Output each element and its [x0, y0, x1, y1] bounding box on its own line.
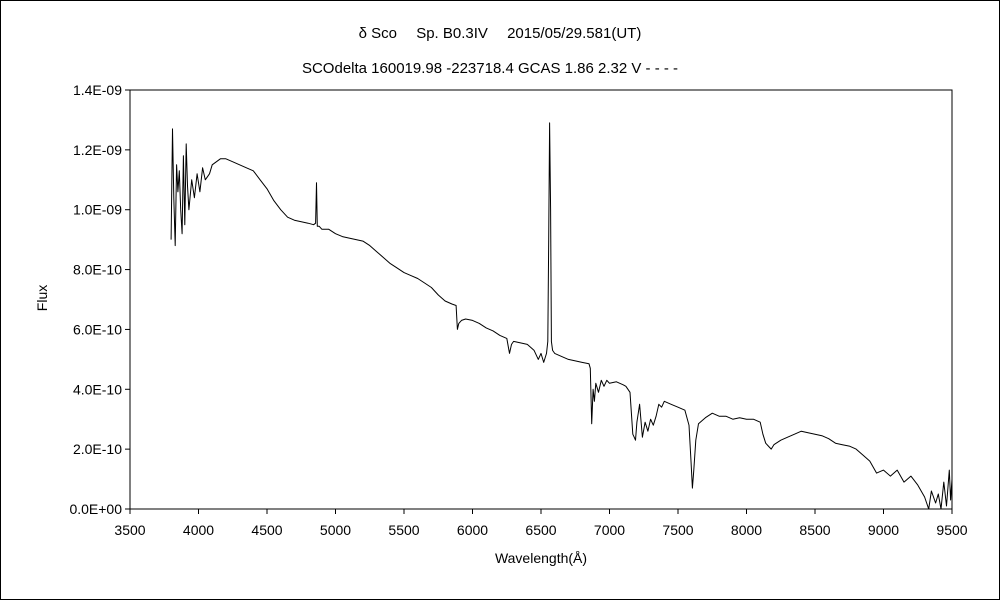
x-tick-label: 6000 — [457, 522, 488, 538]
y-axis: 0.0E+00 2.0E-10 4.0E-10 6.0E-10 8.0E-10 1.0E-… — [69, 82, 130, 517]
y-tick-label: 4.0E-10 — [73, 381, 122, 397]
x-tick-label: 8000 — [731, 522, 762, 538]
x-tick-label: 6500 — [525, 522, 556, 538]
x-tick-label: 7500 — [662, 522, 693, 538]
x-tick-label: 8500 — [799, 522, 830, 538]
x-tick-label: 9000 — [868, 522, 899, 538]
y-tick-label: 2.0E-10 — [73, 441, 122, 457]
x-tick-label: 4500 — [251, 522, 282, 538]
y-tick-label: 1.0E-09 — [73, 202, 122, 218]
x-tick-label: 5000 — [320, 522, 351, 538]
chart-title: δ Sco Sp. B0.3IV 2015/05/29.581(UT) — [359, 25, 642, 42]
x-axis-label: Wavelength(Å) — [495, 550, 587, 566]
y-tick-label: 6.0E-10 — [73, 321, 122, 337]
chart-subtitle: SCOdelta 160019.98 -223718.4 GCAS 1.86 2… — [302, 60, 678, 77]
plot-area — [130, 90, 952, 509]
x-tick-label: 3500 — [114, 522, 145, 538]
y-tick-label: 1.4E-09 — [73, 82, 122, 98]
x-tick-label: 5500 — [388, 522, 419, 538]
y-axis-label: Flux — [34, 285, 50, 311]
y-tick-label: 8.0E-10 — [73, 262, 122, 278]
y-tick-label: 1.2E-09 — [73, 142, 122, 158]
x-tick-label: 4000 — [183, 522, 214, 538]
x-tick-label: 7000 — [594, 522, 625, 538]
y-tick-label: 0.0E+00 — [69, 501, 122, 517]
x-axis: 3500 4000 4500 5000 5500 6000 6500 7000 7500 8000… — [114, 509, 967, 538]
x-tick-label: 9500 — [936, 522, 967, 538]
